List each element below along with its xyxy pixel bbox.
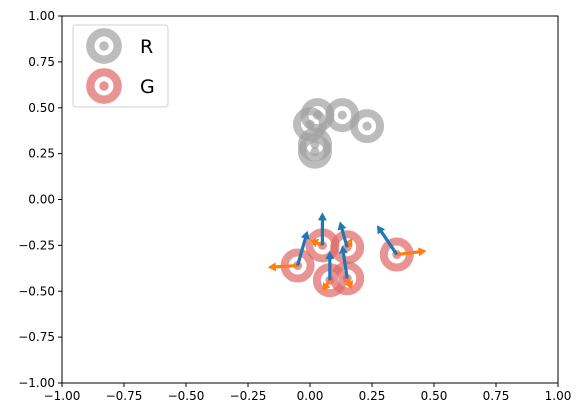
x-tick-label-1: −0.75 <box>106 389 143 403</box>
y-tick-label-3: −0.25 <box>18 238 55 252</box>
x-tick-label-3: −0.25 <box>230 389 267 403</box>
y-tick-label-7: 0.75 <box>28 55 55 69</box>
x-tick-label-0: −1.00 <box>44 389 81 403</box>
legend-marker-r-ring <box>86 28 122 64</box>
orange-arrow-5 <box>396 247 427 257</box>
legend-label-r: R <box>140 36 153 58</box>
x-tick-label-4: 0.00 <box>297 389 324 403</box>
blue-arrow-0 <box>296 230 310 266</box>
legend-marker-r-dot <box>99 41 109 51</box>
y-tick-label-8: 1.00 <box>28 9 55 23</box>
axes: −1.00 −0.75 −0.50 −0.25 0.00 0.25 0.50 0.75 1.00… <box>18 9 571 403</box>
blue-arrow-1 <box>317 212 327 246</box>
blue-arrow-2 <box>337 221 349 248</box>
point-r-3 <box>350 109 385 144</box>
point-r-5-dot <box>310 147 320 157</box>
orange-arrow-3 <box>322 279 332 292</box>
legend-marker-g <box>86 68 122 104</box>
orange-arrow-1 <box>310 239 324 248</box>
point-r-3-dot <box>362 121 372 131</box>
point-g-1 <box>330 230 365 265</box>
point-r-2-dot <box>337 110 347 120</box>
y-tick-label-1: −0.75 <box>18 330 55 344</box>
point-r-5 <box>297 134 332 169</box>
y-tick-label-5: 0.25 <box>28 147 55 161</box>
legend-label-g: G <box>140 76 155 98</box>
point-r-3-ring <box>350 109 385 144</box>
y-tick-label-6: 0.50 <box>28 101 55 115</box>
legend-marker-g-ring <box>86 68 122 104</box>
blue-arrow-3 <box>325 250 335 281</box>
blue-arrow-4 <box>338 245 349 279</box>
y-tick-label-0: −1.00 <box>18 376 55 390</box>
point-r-5-ring <box>297 134 332 169</box>
orange-arrow-4 <box>344 277 353 290</box>
point-g-1-ring <box>330 230 365 265</box>
point-g-4-ring <box>330 261 365 296</box>
legend-marker-g-dot <box>99 81 109 91</box>
legend-box <box>72 24 169 108</box>
x-tick-label-2: −0.50 <box>168 389 205 403</box>
point-r-1-dot <box>312 110 322 120</box>
blue-arrow-5 <box>376 225 399 256</box>
x-tick-label-5: 0.25 <box>359 389 386 403</box>
x-tick-label-6: 0.50 <box>421 389 448 403</box>
orange-arrow-0 <box>267 262 298 272</box>
legend: RG <box>72 24 169 108</box>
y-tick-label-4: 0.00 <box>28 193 55 207</box>
plot-area <box>267 98 427 298</box>
x-tick-label-7: 0.75 <box>483 389 510 403</box>
y-tick-label-2: −0.50 <box>18 284 55 298</box>
x-tick-label-8: 1.00 <box>545 389 572 403</box>
legend-marker-r <box>86 28 122 64</box>
